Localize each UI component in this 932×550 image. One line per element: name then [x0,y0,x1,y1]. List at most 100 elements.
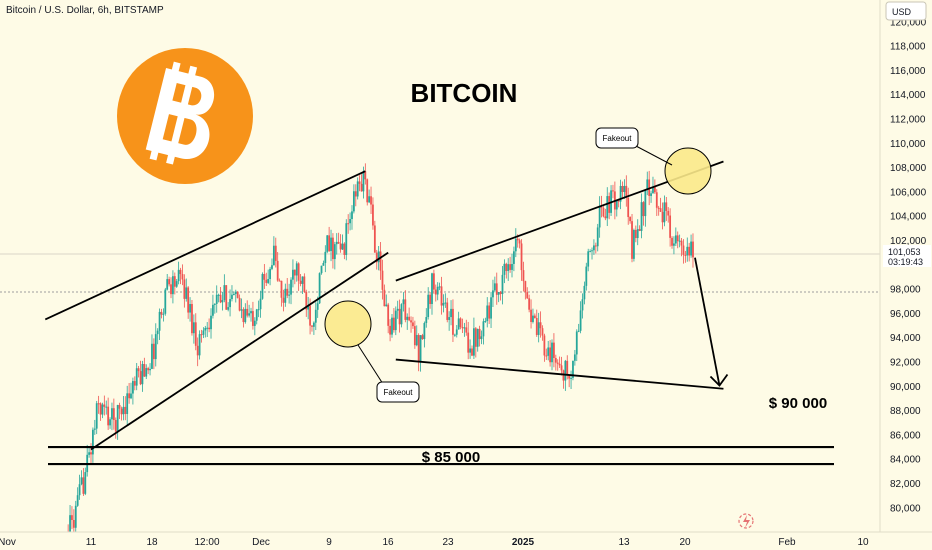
candle-body [206,327,209,329]
candle-body [680,240,683,246]
candle-body [562,370,565,381]
candle-body [440,286,443,306]
candle-body [545,355,548,357]
candle-body [292,269,294,280]
candle-body [457,318,460,330]
currency-badge[interactable]: USD [885,1,927,21]
candle-body [301,276,304,284]
candle-body [204,327,207,331]
candle-body [606,196,609,219]
candle-body [406,316,409,320]
candle-body [297,263,300,281]
candle-body [265,279,268,283]
candle-body [671,237,673,246]
candle-body [612,190,614,192]
candle-body [130,393,132,399]
x-tick-label: Feb [778,537,796,548]
candle-body [362,171,365,192]
candle-body [118,404,121,409]
candle-body [170,284,172,295]
candle-body [71,515,73,521]
candle-body [303,276,306,292]
candle-body [78,484,81,496]
candle-body [644,189,647,217]
candle-body [330,237,332,252]
candle-body [126,393,129,415]
candle-body [147,368,150,371]
candle-body [560,365,563,371]
candle-body [514,238,517,252]
candle-body [223,285,226,301]
candle-body [507,264,510,272]
candle-body [238,297,241,311]
x-tick-label: 18 [146,537,158,548]
candle-body [88,452,90,455]
candle-body [410,320,412,323]
rising-channel-lower [90,251,389,451]
currency-badge-label: USD [892,7,912,17]
candle-body [518,240,521,244]
candle-body [198,334,201,356]
candle-body [305,291,308,310]
x-tick-label: 12:00 [194,537,219,548]
candle-body [234,291,237,294]
candle-body [387,304,390,326]
candle-body [642,202,645,217]
last-price-countdown: 03:19:43 [888,257,923,267]
candle-body [629,217,632,222]
projection-arrowhead [709,373,729,387]
candle-body [248,313,251,316]
candle-body [394,310,397,331]
candle-body [537,322,540,335]
candle-body [345,223,348,255]
candle-body [278,280,281,282]
candle-body [499,291,502,295]
candle-body [74,505,77,528]
candle-body [259,298,262,310]
candle-body [295,263,298,276]
candle-body [143,364,146,377]
time-axis[interactable]: Nov 11 18 12:00 Dec 9 16 23 2025 13 20 Feb 10 [0,531,932,550]
candle-body [551,342,553,363]
candle-body [240,309,243,311]
candle-body [320,265,323,274]
candle-body [217,294,220,296]
candle-body [455,329,458,335]
candle-body [650,193,652,196]
candle-body [128,393,130,399]
x-tick-label: 13 [618,537,630,548]
candle-body [133,381,136,386]
drawings [44,160,834,466]
candle-body [434,289,437,295]
candle-body [385,304,388,307]
y-tick-label: 106,000 [890,187,927,198]
candle-body [524,281,527,293]
candle-body [553,342,555,358]
y-tick-label: 114,000 [890,90,926,101]
candle-body [429,294,431,305]
candle-body [360,183,363,192]
candle-body [299,280,302,284]
candle-body [564,360,567,381]
candle-body [311,325,313,327]
candle-body [210,315,212,330]
candle-body [453,334,456,336]
candle-body [164,289,167,314]
candle-body [69,515,71,546]
candle-body [636,229,639,239]
candle-body [669,215,672,238]
candle-body [549,347,552,363]
candle-body [463,327,466,329]
candle-body [183,279,186,299]
candle-body [396,308,399,311]
candle-body [293,269,296,276]
candle-body [461,327,464,329]
candle-body [252,311,254,326]
candle-body [566,360,569,376]
candle-body [436,286,439,295]
fakeout-callout-top: Fakeout [595,127,712,195]
candle-body [347,223,350,225]
candle-body [653,186,656,193]
candle-body [427,294,430,318]
